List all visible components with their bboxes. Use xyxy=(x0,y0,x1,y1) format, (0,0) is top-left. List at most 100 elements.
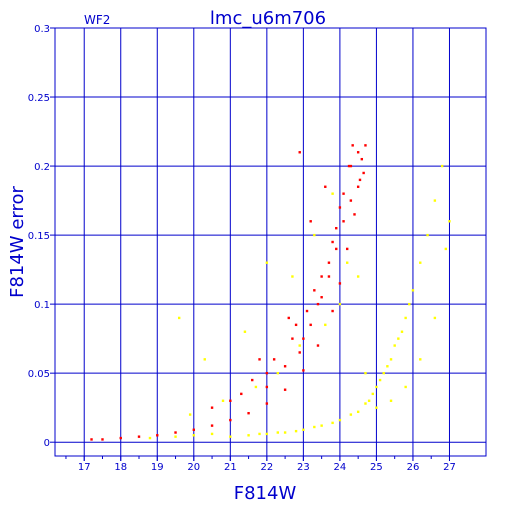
yellow-point xyxy=(411,289,415,292)
red-point xyxy=(192,428,195,431)
red-point xyxy=(342,192,345,195)
red-point xyxy=(347,164,351,168)
yellow-point xyxy=(433,316,437,320)
yellow-point xyxy=(320,424,323,427)
yellow-point xyxy=(298,344,301,347)
plot-area xyxy=(54,27,487,457)
yellow-point xyxy=(364,402,367,405)
yellow-point xyxy=(408,302,411,306)
red-point xyxy=(298,151,301,154)
red-point xyxy=(265,371,269,375)
yellow-point xyxy=(426,233,429,237)
yellow-point xyxy=(440,164,444,168)
red-point xyxy=(265,385,269,389)
yellow-point xyxy=(371,392,374,396)
data-points xyxy=(90,144,451,441)
yellow-point xyxy=(174,435,177,438)
red-point xyxy=(258,358,261,361)
x-axis-ticks: 17 18 19 20 21 22 23 24 25 26 27 xyxy=(65,456,456,473)
yellow-series xyxy=(148,164,451,440)
yellow-point xyxy=(419,261,422,264)
red-point xyxy=(349,164,353,168)
red-point xyxy=(324,185,327,188)
yellow-point xyxy=(203,358,206,361)
yellow-point xyxy=(356,275,360,278)
x-tick-label: 25 xyxy=(370,462,383,473)
yellow-point xyxy=(210,432,214,436)
yellow-point xyxy=(192,434,195,437)
yellow-point xyxy=(389,399,393,402)
red-point xyxy=(353,213,356,216)
yellow-point xyxy=(378,378,382,382)
yellow-point xyxy=(338,302,342,306)
red-point xyxy=(90,438,93,441)
x-axis-title: F814W xyxy=(234,483,297,504)
x-tick-label: 22 xyxy=(260,462,273,473)
red-point xyxy=(351,144,354,147)
yellow-point xyxy=(148,436,152,440)
red-point xyxy=(356,185,360,188)
yellow-point xyxy=(302,428,305,431)
red-point xyxy=(360,157,364,161)
red-point xyxy=(156,434,159,437)
yellow-point xyxy=(276,371,280,375)
red-point xyxy=(342,220,345,223)
red-point xyxy=(265,402,269,405)
yellow-point xyxy=(382,371,385,375)
red-point xyxy=(272,358,276,361)
red-point xyxy=(229,418,232,422)
x-tick-label: 27 xyxy=(443,462,456,473)
yellow-point xyxy=(367,399,371,402)
yellow-point xyxy=(393,344,396,347)
red-point xyxy=(362,171,365,175)
y-tick-label: 0.3 xyxy=(34,24,50,35)
red-point xyxy=(305,309,309,313)
x-tick-label: 18 xyxy=(114,462,127,473)
yellow-point xyxy=(433,199,437,202)
yellow-point xyxy=(265,432,269,436)
yellow-point xyxy=(313,425,316,429)
y-tick-label: 0.15 xyxy=(28,231,50,242)
x-tick-label: 21 xyxy=(224,462,237,473)
yellow-point xyxy=(349,413,353,416)
red-point xyxy=(316,302,320,306)
yellow-point xyxy=(177,316,181,320)
y-tick-label: 0.2 xyxy=(34,162,50,173)
yellow-point xyxy=(243,330,247,333)
red-point xyxy=(283,365,287,368)
red-point xyxy=(294,323,298,327)
red-point xyxy=(335,226,338,230)
y-axis-ticks: 0 0.05 0.1 0.15 0.2 0.25 0.3 xyxy=(28,24,55,449)
x-tick-label: 17 xyxy=(78,462,91,473)
red-point xyxy=(331,309,334,313)
y-tick-label: 0.1 xyxy=(34,300,50,311)
red-point xyxy=(309,220,312,223)
x-tick-label: 20 xyxy=(187,462,200,473)
red-point xyxy=(287,316,290,320)
yellow-point xyxy=(404,316,407,320)
yellow-point xyxy=(356,410,360,414)
yellow-point xyxy=(375,406,378,409)
red-point xyxy=(327,261,331,264)
red-point xyxy=(313,289,316,292)
yellow-point xyxy=(419,358,422,361)
yellow-point xyxy=(291,275,294,278)
corner-label: WF2 xyxy=(84,13,110,27)
chart-title: lmc_u6m706 xyxy=(210,8,326,29)
yellow-point xyxy=(331,192,334,195)
x-tick-label: 26 xyxy=(407,462,420,473)
red-point xyxy=(302,369,305,372)
red-point xyxy=(229,399,232,402)
red-point xyxy=(349,199,353,202)
yellow-point xyxy=(338,418,342,422)
plot-frame xyxy=(54,27,487,457)
y-tick-label: 0.25 xyxy=(28,93,50,104)
yellow-point xyxy=(254,385,258,389)
red-series xyxy=(90,144,367,441)
plot-border xyxy=(54,27,487,457)
red-point xyxy=(331,240,334,244)
red-point xyxy=(174,431,177,434)
x-tick-label: 24 xyxy=(334,462,347,473)
red-point xyxy=(302,337,305,340)
